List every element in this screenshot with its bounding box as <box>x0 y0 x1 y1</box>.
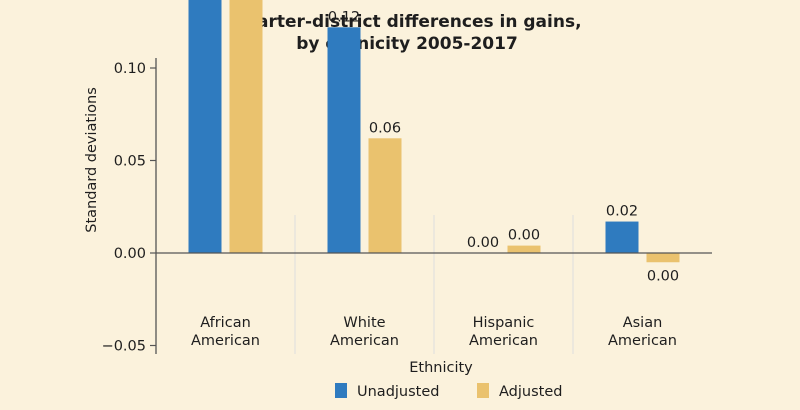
category-dividers <box>294 215 574 354</box>
x-axis-title: Ethnicity <box>409 360 473 376</box>
category-label: Asian <box>623 315 663 331</box>
legend-label-adjusted: Adjusted <box>499 384 562 400</box>
bar-adjusted-1 <box>368 138 402 253</box>
bar-value-label: 0.00 <box>647 268 679 284</box>
bar-value-label: 0.00 <box>508 228 540 244</box>
y-tick-label: 0.00 <box>114 246 146 262</box>
category-label: White <box>343 315 385 331</box>
category-label: Hispanic <box>473 315 535 331</box>
chart-title-line-1: Charter-district differences in gains, <box>232 12 581 32</box>
bars <box>188 0 680 263</box>
y-tick-label: 0.10 <box>114 61 146 77</box>
bar-unadjusted-3 <box>605 221 639 253</box>
category-label: American <box>330 333 399 349</box>
legend-swatch-unadjusted <box>335 383 347 398</box>
legend-label-unadjusted: Unadjusted <box>357 384 439 400</box>
legend: Unadjusted Adjusted <box>335 383 562 400</box>
legend-swatch-adjusted <box>477 383 489 398</box>
bar-value-label: 0.06 <box>369 120 401 136</box>
y-axis-ticks: 0.200.150.100.050.00−0.05 <box>102 61 156 355</box>
bar-adjusted-0 <box>229 0 263 254</box>
category-labels: African American White American Hispanic Amer… <box>191 315 677 349</box>
bar-value-labels: 0.190.170.120.060.000.000.020.00 <box>328 9 679 284</box>
y-tick-label: −0.05 <box>102 339 146 355</box>
bar-value-label: 0.12 <box>328 9 360 25</box>
category-label: American <box>469 333 538 349</box>
bar-adjusted-3 <box>646 253 680 263</box>
bar-value-label: 0.02 <box>606 204 638 220</box>
chart-title: Charter-district differences in gains, b… <box>232 12 581 54</box>
bar-adjusted-2 <box>507 245 541 253</box>
category-label: American <box>191 333 260 349</box>
category-label: African <box>200 315 251 331</box>
bar-unadjusted-1 <box>327 27 361 253</box>
bar-unadjusted-0 <box>188 0 222 253</box>
y-tick-label: 0.05 <box>114 154 146 170</box>
bar-value-label: 0.00 <box>467 235 499 251</box>
category-label: American <box>608 333 677 349</box>
y-axis-title: Standard deviations <box>84 87 100 233</box>
